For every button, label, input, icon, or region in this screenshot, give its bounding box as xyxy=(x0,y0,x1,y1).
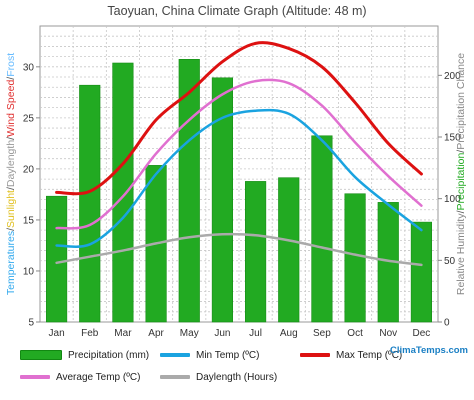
legend-label-max-temp: Max Temp (ºC) xyxy=(336,349,403,361)
right-tick-label: 0 xyxy=(444,318,450,329)
precipitation-bar xyxy=(311,135,333,323)
precipitation-bar xyxy=(344,193,366,323)
x-tick-label: Apr xyxy=(148,328,164,339)
legend-label-min-temp: Min Temp (ºC) xyxy=(196,349,260,361)
x-tick-label: Aug xyxy=(280,328,298,339)
average-temp-line xyxy=(55,78,423,230)
brand-logo-text[interactable]: ClimaTemps.com xyxy=(390,345,468,356)
left-axis-label-part: / xyxy=(5,187,17,190)
right-axis-label: Relative Humidity/Precipitation/Precipit… xyxy=(455,53,467,295)
left-axis-label-part: / xyxy=(5,77,17,80)
daylength-line xyxy=(55,232,423,267)
right-axis-label-part: / xyxy=(455,210,467,213)
precipitation-bar xyxy=(245,181,267,323)
precipitation-bar xyxy=(112,62,134,323)
left-axis-label-part: / xyxy=(5,137,17,140)
left-axis-label-part: Frost xyxy=(5,53,17,77)
precipitation-bar xyxy=(211,77,233,323)
legend-label-daylength: Daylength (Hours) xyxy=(196,371,278,383)
right-tick-label: 150 xyxy=(444,133,461,144)
precipitation-bar xyxy=(46,195,68,323)
legend-label-average-temp: Average Temp (ºC) xyxy=(56,371,141,383)
legend-swatch-daylength xyxy=(160,375,190,379)
x-tick-label: May xyxy=(180,328,199,339)
right-axis-label-part: Precipitation xyxy=(455,153,467,211)
precipitation-bar xyxy=(410,221,432,323)
legend-item-precipitation: Precipitation (mm) xyxy=(20,348,149,362)
x-tick-label: Jul xyxy=(249,328,262,339)
legend-swatch-min-temp xyxy=(160,353,190,357)
legend-swatch-max-temp xyxy=(300,353,330,357)
left-tick-label: 15 xyxy=(23,215,35,226)
max-temp-line xyxy=(55,41,423,196)
x-tick-label: Sep xyxy=(313,328,331,339)
legend-swatch-precipitation xyxy=(20,350,62,360)
x-tick-label: Jun xyxy=(214,328,230,339)
x-tick-label: Oct xyxy=(347,328,363,339)
x-tick-label: Feb xyxy=(81,328,99,339)
precipitation-bar xyxy=(79,84,101,323)
left-axis-label-part: Daylength xyxy=(5,140,17,187)
chart-title: Taoyuan, China Climate Graph (Altitude: … xyxy=(107,4,367,18)
left-tick-label: 10 xyxy=(23,266,35,277)
left-tick-label: 5 xyxy=(28,318,34,329)
right-axis-label-part: Relative Humidity xyxy=(455,213,467,295)
x-tick-label: Nov xyxy=(379,328,397,339)
left-axis-label-part: / xyxy=(5,228,17,231)
left-axis-label: Temperatures/Sunlight/Daylength/Wind Spe… xyxy=(5,53,17,295)
x-tick-label: Jan xyxy=(49,328,65,339)
x-tick-label: Mar xyxy=(114,328,132,339)
left-axis-label-part: Sunlight xyxy=(5,190,17,228)
right-tick-label: 100 xyxy=(444,194,461,205)
left-tick-label: 25 xyxy=(23,113,35,124)
x-tick-label: Dec xyxy=(413,328,431,339)
left-tick-label: 30 xyxy=(23,62,35,73)
legend-item-max-temp: Max Temp (ºC) xyxy=(300,348,402,362)
right-tick-label: 50 xyxy=(444,256,456,267)
legend-item-min-temp: Min Temp (ºC) xyxy=(160,348,259,362)
right-tick-label: 200 xyxy=(444,71,461,82)
legend-item-average-temp: Average Temp (ºC) xyxy=(20,370,140,384)
precipitation-bar xyxy=(278,177,300,323)
left-axis-label-part: Temperatures xyxy=(5,231,17,295)
min-temp-line xyxy=(55,108,423,248)
legend-label-precipitation: Precipitation (mm) xyxy=(68,349,150,361)
chart-legend: Precipitation (mm) Min Temp (ºC) Max Tem… xyxy=(0,340,474,400)
climate-chart: 5 10 15 20 25 30 0 50 100 150 200 Jan Feb Mar Apr May Ju… xyxy=(5,25,467,339)
left-axis-label-part: Wind Speed xyxy=(5,80,17,137)
right-axis-label-part: / xyxy=(455,150,467,153)
legend-swatch-average-temp xyxy=(20,375,50,379)
left-tick-label: 20 xyxy=(23,164,35,175)
legend-item-daylength: Daylength (Hours) xyxy=(160,370,277,384)
right-axis-label-part: Precipitation Chance xyxy=(455,53,467,150)
